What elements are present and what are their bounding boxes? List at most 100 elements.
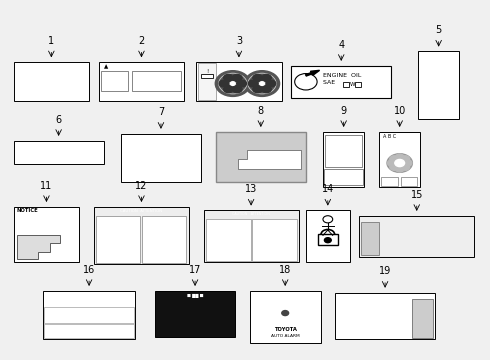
Bar <box>390 217 392 221</box>
Bar <box>14 141 104 164</box>
Bar <box>441 217 442 221</box>
Bar <box>412 299 433 338</box>
Bar <box>469 217 470 221</box>
Bar <box>82 142 84 145</box>
Bar <box>127 65 131 68</box>
Bar <box>134 76 178 79</box>
Bar <box>325 174 362 178</box>
Bar <box>66 142 67 145</box>
Bar <box>176 329 194 336</box>
Bar <box>445 67 448 78</box>
Bar <box>195 316 213 322</box>
Bar <box>335 293 435 339</box>
Text: 6: 6 <box>55 114 62 125</box>
Bar <box>99 62 184 102</box>
Bar <box>432 67 435 78</box>
Circle shape <box>230 82 235 85</box>
Bar <box>360 216 474 257</box>
Bar <box>65 329 78 336</box>
Bar <box>44 292 134 297</box>
Bar <box>214 329 232 336</box>
Bar <box>20 64 22 69</box>
Bar <box>157 323 175 329</box>
Bar <box>413 330 432 336</box>
Bar <box>15 81 88 82</box>
Bar <box>306 210 350 262</box>
Bar <box>144 229 168 233</box>
Bar <box>253 233 289 235</box>
Bar <box>132 71 181 91</box>
Bar <box>144 216 165 220</box>
Bar <box>379 217 380 221</box>
Bar <box>326 136 362 140</box>
Bar <box>22 142 23 145</box>
Bar <box>15 76 88 77</box>
Text: !: ! <box>206 69 208 74</box>
Bar <box>424 217 425 221</box>
Bar <box>418 51 460 119</box>
Text: 3: 3 <box>236 36 242 46</box>
Bar <box>355 82 361 87</box>
Bar <box>343 82 349 87</box>
Bar <box>124 156 191 159</box>
Bar <box>144 223 172 226</box>
Bar <box>207 239 230 242</box>
Bar <box>122 134 200 139</box>
Bar <box>401 217 403 221</box>
Bar <box>101 92 182 100</box>
Bar <box>418 217 420 221</box>
Bar <box>446 217 448 221</box>
Bar <box>134 80 175 90</box>
Bar <box>435 217 437 221</box>
Bar <box>161 65 165 68</box>
Bar <box>219 134 302 169</box>
Circle shape <box>395 166 404 172</box>
Bar <box>124 164 174 167</box>
Bar <box>102 75 119 78</box>
Bar <box>195 309 213 315</box>
Bar <box>16 64 18 69</box>
Bar <box>361 217 473 221</box>
Bar <box>207 220 233 222</box>
Bar <box>93 142 95 145</box>
Bar <box>157 329 175 336</box>
Bar <box>337 301 354 309</box>
Bar <box>44 324 134 338</box>
Bar <box>337 319 354 328</box>
Bar <box>144 242 161 246</box>
Text: CAUTION  ATTENTION: CAUTION ATTENTION <box>121 209 163 213</box>
Bar <box>134 65 138 68</box>
Bar <box>362 234 378 243</box>
Bar <box>27 64 29 69</box>
Bar <box>124 161 175 163</box>
Bar <box>15 82 88 86</box>
Bar <box>156 135 158 139</box>
Bar <box>15 87 88 93</box>
Bar <box>157 302 175 308</box>
Bar <box>439 67 441 78</box>
Bar <box>355 319 372 328</box>
Bar <box>44 142 45 145</box>
Circle shape <box>215 71 250 96</box>
Bar <box>123 135 125 139</box>
Text: 10: 10 <box>393 106 406 116</box>
Bar <box>176 323 194 329</box>
Bar <box>368 217 369 221</box>
Bar <box>124 140 160 144</box>
Bar <box>195 302 213 308</box>
Bar <box>291 66 391 98</box>
Bar <box>99 142 100 145</box>
Bar <box>168 65 172 68</box>
Bar <box>102 72 115 74</box>
Bar <box>124 145 184 148</box>
Bar <box>147 135 149 139</box>
Bar <box>413 300 432 307</box>
Bar <box>419 67 422 78</box>
Text: ENGINE  OIL: ENGINE OIL <box>323 73 361 78</box>
Bar <box>55 142 56 145</box>
Bar <box>195 329 213 336</box>
Bar <box>32 142 34 145</box>
Bar <box>147 65 151 68</box>
Circle shape <box>390 156 398 162</box>
Circle shape <box>245 71 280 96</box>
